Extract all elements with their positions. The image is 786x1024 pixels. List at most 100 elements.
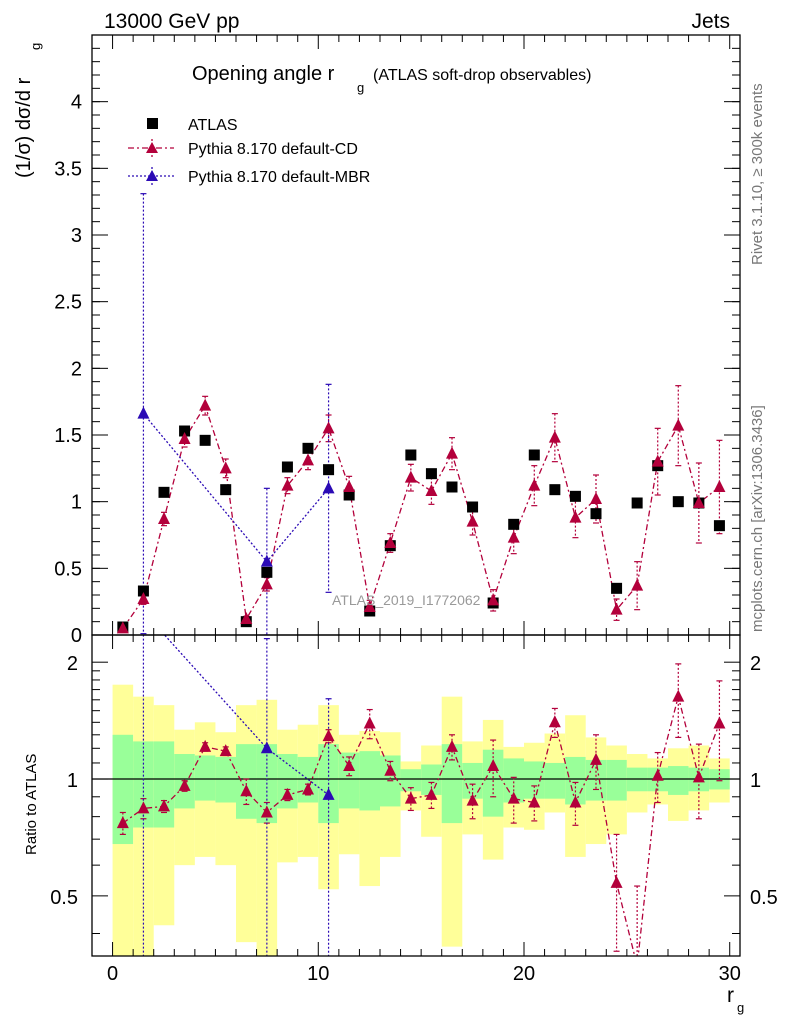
y-tick-label: 1 — [71, 492, 82, 514]
ratio-mbr-point — [322, 787, 335, 800]
cd-point — [528, 478, 541, 491]
svg-text:(ATLAS soft-drop observables): (ATLAS soft-drop observables) — [373, 67, 591, 84]
cd-point — [507, 530, 520, 543]
ratio-cd-point — [363, 716, 376, 729]
ratio-cd-point — [260, 805, 273, 818]
legend-marker-cd — [146, 142, 158, 153]
y-tick-label: 4 — [71, 92, 82, 114]
svg-text:g: g — [357, 80, 364, 95]
cd-point — [158, 512, 170, 524]
ratio-cd-point — [199, 739, 212, 752]
main-panel-series — [116, 193, 726, 635]
x-axis-label: r g — [727, 984, 744, 1015]
atlas-point — [713, 520, 725, 532]
y-tick-label: 2 — [71, 358, 82, 380]
green-band — [215, 756, 236, 803]
ratio-cd-point — [487, 759, 500, 772]
green-band — [482, 749, 504, 817]
ratio-cd-point — [466, 793, 479, 806]
atlas-point — [405, 449, 417, 461]
green-band — [462, 762, 483, 799]
y-tick-label: 3 — [71, 225, 82, 247]
mbr-point — [322, 481, 335, 494]
cd-point — [548, 430, 561, 443]
ratio-cd-point — [404, 791, 417, 804]
green-band — [544, 762, 566, 799]
atlas-point — [220, 484, 232, 496]
svg-text:(1/σ) dσ/d r: (1/σ) dσ/d r — [13, 77, 35, 178]
ratio-cd-point — [651, 768, 664, 781]
legend-label-cd: Pythia 8.170 default-CD — [188, 141, 358, 158]
cd-point — [240, 612, 253, 624]
x-tick-label: 20 — [513, 963, 535, 985]
legend-marker-atlas — [147, 118, 158, 129]
x-tick-label: 10 — [307, 963, 329, 985]
cd-point — [281, 478, 294, 491]
atlas-point — [446, 481, 458, 493]
green-band — [153, 741, 175, 828]
y-axis-label-main: (1/σ) dσ/d r g — [13, 43, 43, 178]
cd-point — [302, 453, 314, 466]
ratio-cd-point — [281, 787, 294, 800]
green-band — [606, 759, 627, 801]
analysis-watermark: ATLAS_2019_I1772062 — [332, 592, 481, 608]
green-band — [194, 755, 216, 801]
rivet-label: Rivet 3.1.10, ≥ 300k events — [749, 83, 766, 265]
atlas-point — [302, 442, 314, 454]
mcplots-label: mcplots.cern.ch [arXiv:1306.3436] — [749, 405, 766, 632]
ratio-cd-point — [672, 689, 685, 702]
y-tick-label: 2.5 — [54, 292, 82, 314]
ratio-cd-point — [343, 759, 356, 772]
cd-point — [466, 514, 479, 527]
atlas-point — [528, 449, 540, 461]
ratio-cd-point — [302, 782, 314, 795]
y-tick-label: 0 — [71, 625, 82, 647]
atlas-point — [467, 501, 479, 513]
cd-point — [343, 480, 356, 492]
cd-point — [199, 398, 212, 411]
ratio-cd-point — [713, 716, 726, 729]
legend: ATLAS Pythia 8.170 default-CD Pythia 8.1… — [128, 117, 370, 186]
chart-title: Opening angle r g (ATLAS soft-drop obser… — [192, 63, 591, 95]
legend-marker-mbr — [146, 170, 158, 181]
ratio-cd-point — [240, 784, 253, 797]
ratio-line-cd — [122, 696, 721, 956]
ratio-cd-point — [692, 770, 705, 783]
ratio-cd-point — [610, 875, 623, 888]
legend-label-mbr: Pythia 8.170 default-MBR — [188, 169, 370, 186]
ratio-cd-point — [178, 778, 191, 791]
green-band — [112, 734, 134, 845]
svg-text:r: r — [727, 984, 734, 1007]
cd-point — [713, 480, 726, 492]
mbr-point — [137, 406, 150, 419]
cd-point — [404, 470, 417, 483]
green-band — [668, 766, 689, 795]
atlas-point — [281, 461, 293, 473]
cd-point — [672, 418, 685, 431]
cd-point — [260, 577, 273, 590]
svg-text:Opening angle r: Opening angle r — [192, 63, 335, 85]
cd-point — [363, 600, 376, 612]
atlas-point — [261, 566, 273, 578]
atlas-point — [590, 508, 602, 520]
ratio-cd-point — [446, 739, 458, 752]
ratio-mbr-point — [260, 741, 273, 754]
atlas-point — [323, 464, 335, 476]
atlas-point — [611, 582, 623, 594]
axes-ticks: 0 10 20 30 0 0.5 1 1.5 2 2.5 3 3.5 4 0.5 0.5 1 1 2 2 — [50, 34, 778, 985]
green-band — [524, 761, 545, 799]
svg-text:g: g — [28, 43, 43, 50]
green-band — [441, 744, 463, 824]
cd-point — [631, 578, 644, 591]
ratio-cd-point — [384, 763, 397, 776]
atlas-point — [549, 484, 561, 496]
y-tick-label: 0.5 — [54, 558, 82, 580]
mbr-point — [260, 554, 273, 567]
series-line-cd — [122, 404, 720, 629]
ratio-cd-point — [219, 744, 232, 757]
cd-point — [610, 602, 623, 615]
atlas-point — [508, 518, 520, 530]
cd-point — [487, 593, 500, 606]
y-axis-label-ratio: Ratio to ATLAS — [23, 754, 40, 855]
